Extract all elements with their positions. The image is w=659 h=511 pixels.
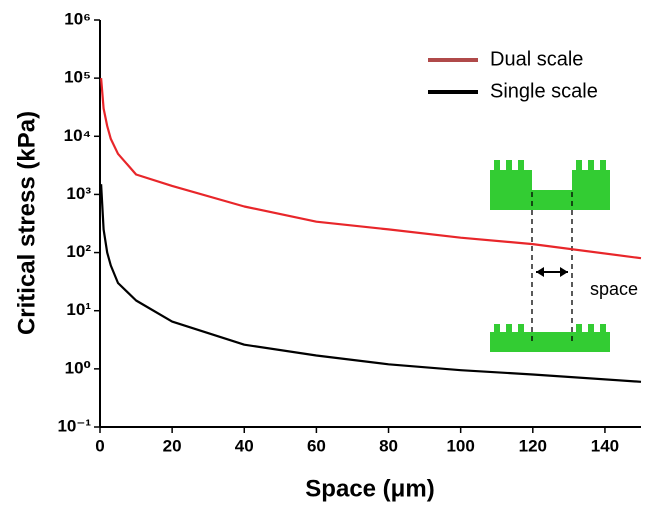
x-tick-label: 20 — [163, 436, 182, 455]
top-structure — [490, 160, 610, 210]
x-tick-label: 60 — [307, 436, 326, 455]
y-tick-label: 10³ — [66, 184, 91, 203]
y-tick-label: 10² — [66, 242, 91, 261]
series-line — [100, 78, 642, 260]
x-tick-label: 80 — [379, 436, 398, 455]
bottom-structure — [490, 324, 610, 352]
x-tick-label: 100 — [446, 436, 474, 455]
y-tick-label: 10⁰ — [65, 358, 91, 377]
y-tick-label: 10⁻¹ — [57, 416, 91, 435]
x-axis-title: Space (μm) — [305, 475, 434, 502]
y-tick-label: 10⁶ — [64, 9, 91, 28]
x-tick-label: 40 — [235, 436, 254, 455]
y-tick-label: 10⁵ — [64, 68, 91, 87]
x-tick-label: 120 — [519, 436, 547, 455]
series-line — [100, 184, 642, 383]
y-tick-label: 10¹ — [66, 300, 91, 319]
legend-label: Dual scale — [490, 48, 583, 70]
inset-diagram — [490, 160, 610, 352]
x-tick-label: 0 — [95, 436, 104, 455]
x-tick-label: 140 — [591, 436, 619, 455]
annotation: space — [590, 279, 638, 299]
legend-label: Single scale — [490, 80, 598, 102]
y-axis-title: Critical stress (kPa) — [13, 111, 40, 335]
y-tick-label: 10⁴ — [64, 126, 91, 145]
